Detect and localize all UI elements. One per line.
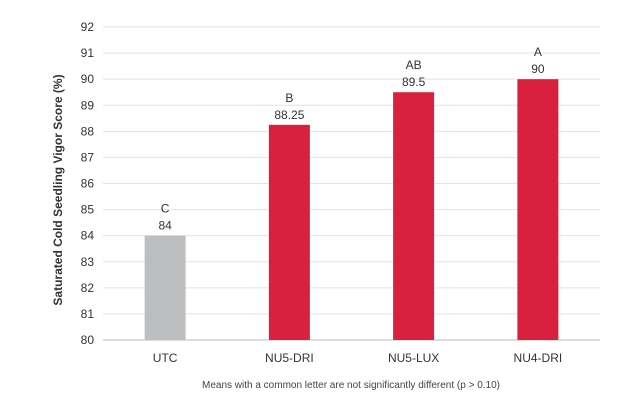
y-tick-label: 85 [81,203,95,217]
y-tick-label: 81 [81,307,95,321]
bar [517,79,559,341]
bar [144,235,186,340]
category-label: NU5-LUX [388,351,439,365]
y-tick-label: 89 [81,98,95,112]
value-label: 89.5 [402,75,426,89]
bar [393,92,435,340]
y-tick-label: 92 [81,20,95,34]
significance-letter: A [534,45,542,59]
y-tick-label: 86 [81,177,95,191]
category-label: UTC [153,351,178,365]
bars [144,79,559,341]
y-tick-label: 88 [81,124,95,138]
footnote: Means with a common letter are not signi… [202,380,500,391]
significance-letter: C [161,202,170,216]
y-tick-label: 91 [81,46,95,60]
category-label: NU5-DRI [265,351,314,365]
y-tick-label: 82 [81,281,95,295]
bar [268,124,310,340]
y-axis-label: Saturated Cold Seedling Vigor Score (%) [51,74,65,305]
significance-letter: AB [406,58,422,72]
y-tick-label: 80 [81,333,95,347]
y-tick-label: 84 [81,229,95,243]
value-label: 90 [531,62,545,76]
y-tick-label: 87 [81,150,95,164]
grid-lines [103,26,600,341]
category-label: NU4-DRI [514,351,563,365]
significance-letter: B [285,91,293,105]
y-axis-ticks: 80 81 82 83 84 85 86 87 88 89 90 91 92 [81,20,95,347]
value-label: 88.25 [274,108,304,122]
value-label: 84 [158,219,172,233]
y-tick-label: 83 [81,255,95,269]
x-axis-categories: UTC NU5-DRI NU5-LUX NU4-DRI [153,351,562,365]
y-tick-label: 90 [81,72,95,86]
data-labels: 84 C 88.25 B 89.5 AB 90 A [158,45,544,233]
